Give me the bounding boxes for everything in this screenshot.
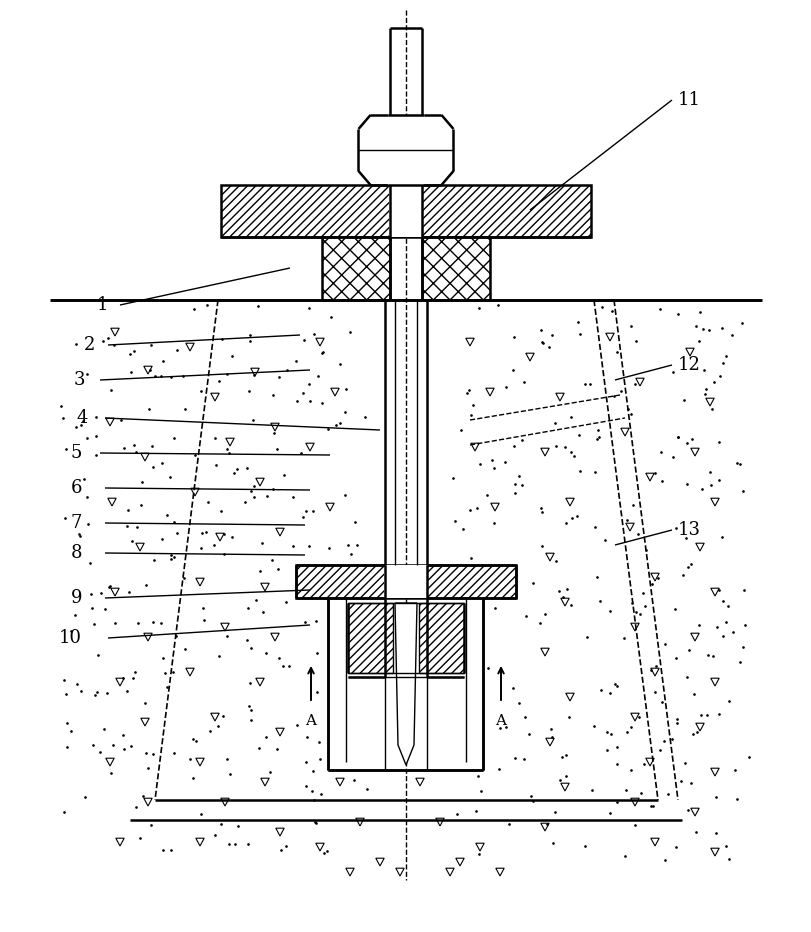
Text: 5: 5	[71, 444, 82, 462]
Bar	[418, 603, 463, 673]
Text: 2: 2	[84, 336, 95, 354]
Bar	[322, 237, 389, 300]
Bar	[296, 565, 515, 598]
Text: 13: 13	[677, 521, 700, 539]
Text: 10: 10	[59, 629, 82, 647]
Bar	[384, 300, 427, 565]
Polygon shape	[394, 603, 417, 765]
Bar	[348, 603, 393, 673]
Bar	[422, 237, 489, 300]
Text: A: A	[305, 714, 316, 728]
Text: 4: 4	[76, 409, 88, 427]
Bar	[388, 115, 423, 185]
Text: 9: 9	[71, 589, 82, 607]
Text: 11: 11	[677, 91, 700, 109]
Text: 1: 1	[97, 296, 108, 314]
Bar	[329, 598, 482, 769]
Bar	[384, 565, 427, 598]
Text: 12: 12	[677, 356, 700, 374]
Text: A: A	[495, 714, 506, 728]
Text: 8: 8	[71, 544, 82, 562]
Bar	[388, 185, 423, 237]
Text: 6: 6	[71, 479, 82, 497]
Text: 3: 3	[74, 371, 85, 389]
Text: 7: 7	[71, 514, 82, 532]
Bar	[221, 185, 590, 237]
